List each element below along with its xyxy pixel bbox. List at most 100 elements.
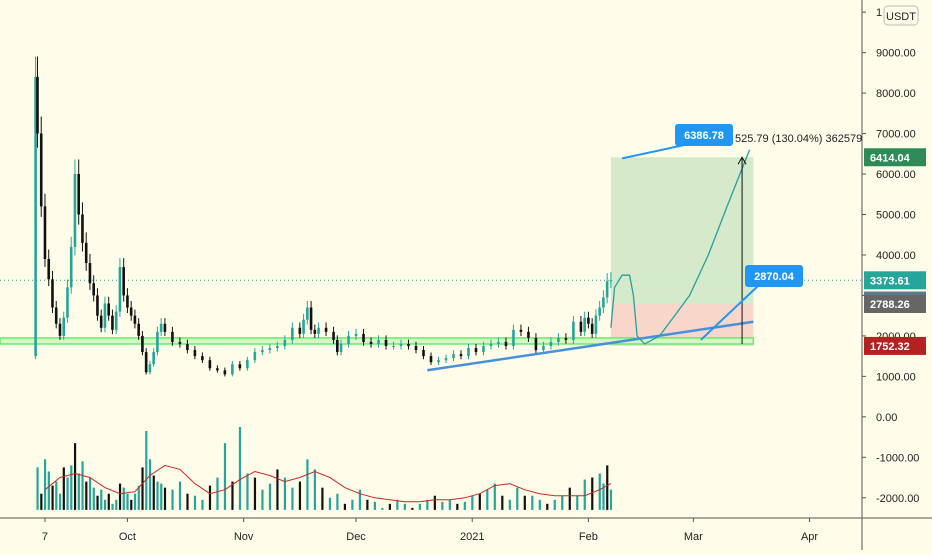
candle-body — [152, 352, 155, 365]
volume-bar — [478, 493, 481, 510]
volume-bar — [156, 481, 159, 510]
callout-label: 2870.04 — [754, 271, 795, 283]
candle-body — [208, 360, 212, 369]
current-price-badge-box — [864, 271, 926, 290]
candle-body — [605, 281, 609, 298]
volume-bar — [77, 473, 80, 510]
measure-arrowhead — [737, 156, 747, 165]
volume-moving-average — [44, 464, 612, 503]
volume-bar — [81, 461, 84, 510]
candle-body — [369, 341, 373, 344]
y-tick-label: 1000.00 — [876, 371, 916, 383]
candle-body — [317, 327, 320, 334]
candle-body — [231, 364, 234, 375]
support-zone — [0, 337, 755, 345]
volume-bar — [171, 489, 174, 510]
volume-bar — [546, 503, 549, 510]
candle-body — [268, 348, 272, 351]
candle-body — [579, 321, 583, 332]
candle-body — [39, 133, 43, 207]
volume-bar — [115, 499, 118, 510]
volume-bar — [388, 503, 391, 510]
candle-body — [437, 360, 440, 363]
volume-bar — [163, 487, 167, 510]
volume-bar — [493, 483, 496, 510]
volume-bar — [107, 493, 110, 510]
callout-pointer — [700, 284, 760, 341]
candle-body — [54, 307, 58, 324]
volume-bar — [268, 483, 272, 510]
candle-body — [291, 327, 294, 340]
candle-body — [141, 335, 144, 353]
callout-label: 6386.78 — [684, 130, 724, 142]
volume-bar — [576, 495, 579, 510]
candle-body — [336, 339, 339, 353]
candle-body — [504, 341, 508, 347]
volume-bar — [463, 501, 466, 510]
volume-bar — [591, 477, 594, 510]
x-tick-label: Nov — [234, 531, 254, 543]
volume-bar — [208, 485, 212, 510]
candle-body — [407, 343, 410, 347]
candle-body — [69, 246, 73, 288]
candle-body — [36, 76, 39, 134]
volume-bar — [523, 495, 526, 510]
stop-badge-box — [864, 336, 926, 355]
x-tick-label: Mar — [684, 531, 703, 543]
candle-body — [178, 341, 182, 344]
drawing-zones — [0, 157, 755, 346]
volume-bar — [561, 495, 564, 510]
candle-body — [223, 370, 227, 375]
volume-bar — [73, 443, 77, 510]
x-tick-label: 2021 — [460, 531, 484, 543]
y-tick-label: 1 — [876, 7, 882, 19]
candle-body — [324, 327, 328, 332]
candle-body — [467, 348, 470, 357]
candle-body — [587, 317, 590, 324]
volume-bar — [141, 467, 144, 510]
volume-bar — [366, 499, 369, 510]
volume-bar — [133, 493, 137, 510]
volume-bar — [137, 485, 140, 510]
volume-bar — [568, 487, 571, 510]
volume-bar — [47, 471, 50, 510]
y-tick-label: 7000.00 — [876, 129, 916, 141]
candle-body — [384, 339, 388, 347]
candle-body — [126, 295, 129, 308]
candle-body — [133, 315, 137, 324]
candle-body — [111, 315, 114, 330]
volume-bar — [62, 467, 65, 510]
candle-body — [557, 337, 560, 342]
volume-bar — [148, 459, 152, 510]
volume-bar — [130, 499, 133, 510]
candle-body — [347, 335, 350, 344]
candle-body — [137, 323, 140, 336]
candle-body — [193, 350, 197, 357]
volume-bar — [51, 485, 54, 510]
volume-bar — [36, 467, 39, 510]
volume-bar — [602, 483, 605, 510]
candle-body — [534, 337, 538, 351]
candle-body — [602, 297, 605, 308]
candle-body — [201, 356, 204, 361]
y-tick-label: 5000.00 — [876, 209, 916, 221]
candle-body — [609, 280, 613, 282]
volume-bar — [103, 499, 107, 510]
y-tick-label: 0.00 — [876, 412, 897, 424]
candle-body — [66, 287, 69, 318]
volume-bar — [553, 499, 556, 510]
volume-bar — [609, 489, 613, 510]
candle-body — [482, 346, 485, 353]
candle-body — [489, 343, 493, 347]
y-tick-label: 8000.00 — [876, 88, 916, 100]
candle-body — [583, 317, 586, 332]
volume-bar — [253, 477, 257, 510]
candle-body — [261, 350, 264, 353]
y-tick-label: 6000.00 — [876, 169, 916, 181]
volume-bar — [43, 459, 47, 510]
volume-bar — [426, 499, 429, 510]
candle-body — [163, 323, 167, 332]
candle-body — [216, 368, 219, 371]
